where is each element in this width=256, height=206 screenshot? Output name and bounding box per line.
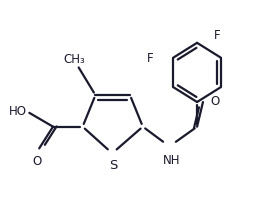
Text: NH: NH [163,153,180,166]
Text: S: S [109,158,118,171]
Text: CH₃: CH₃ [64,52,86,65]
Text: O: O [211,94,220,107]
Text: O: O [33,154,42,167]
Text: F: F [214,29,220,42]
Text: HO: HO [8,105,26,118]
Text: F: F [147,52,154,65]
